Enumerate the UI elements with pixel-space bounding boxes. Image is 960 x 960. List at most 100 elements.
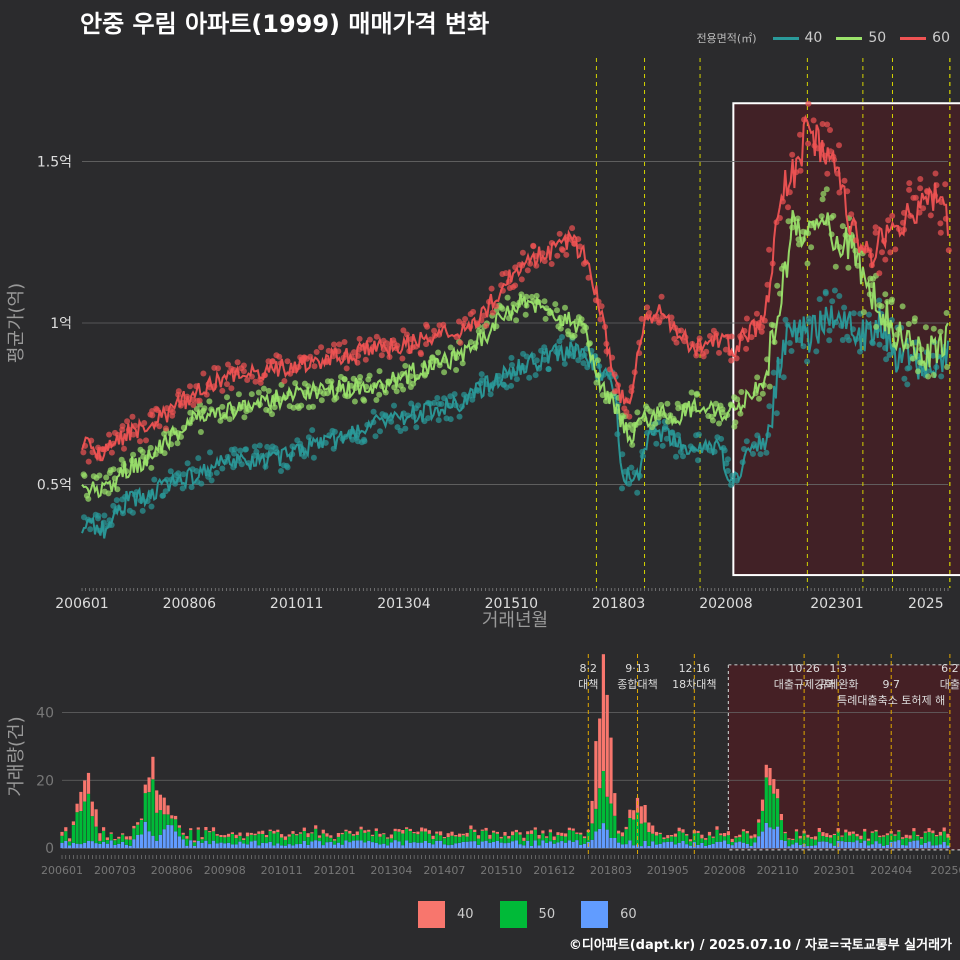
bar-60 [806,846,810,849]
bar-60 [798,845,802,849]
data-point-60 [462,316,469,322]
bar-40 [529,830,534,834]
bar-50 [529,833,534,846]
bar-40 [609,737,613,804]
bar-50 [870,832,874,845]
data-point-60 [872,229,879,236]
data-point-60 [106,431,113,438]
data-point-50 [298,402,305,409]
bar-50 [351,835,356,841]
bar-x-tick-label: 202404 [870,864,912,877]
data-point-50 [255,389,262,396]
bar-40 [848,831,852,836]
bar-50 [738,837,742,842]
bar-40 [192,840,197,843]
policy-label: 특례대출축소 토허제 해 [837,693,945,707]
bar-60 [832,845,836,849]
bar-60 [552,843,556,849]
bar-40 [696,830,700,833]
bar-50 [287,836,291,845]
bar-60 [166,824,170,849]
bar-60 [268,841,272,849]
bar-50 [545,837,549,843]
bar-x-tick-label: 200908 [204,864,246,877]
data-point-60 [489,309,496,316]
legend-label-50: 50 [868,30,887,46]
legend-item-40: 40 [772,30,822,46]
bar-50 [514,832,518,841]
data-point-60 [284,358,291,365]
bar-40 [806,834,810,838]
data-point-60 [483,322,490,329]
bar-60 [745,843,749,849]
bar-40 [283,836,287,840]
bar-60 [726,844,730,849]
data-point-40 [431,399,438,406]
data-point-40 [904,381,911,388]
bar-50 [333,840,337,845]
data-point-50 [400,386,407,393]
bar-60 [681,841,685,849]
bar-50 [124,839,128,845]
bar-40 [446,833,450,838]
bar-50 [620,836,624,845]
bar-50 [90,816,94,842]
bar-60 [567,840,571,849]
bar-50 [851,833,855,843]
data-point-40 [724,467,731,474]
bar-40 [458,833,462,837]
bar-40 [317,835,322,838]
bar-40 [885,833,889,836]
bar-40 [208,831,212,833]
bar-50 [139,820,144,835]
bar-60 [427,842,431,849]
data-point-50 [832,263,839,270]
bar-50 [942,831,946,842]
data-point-50 [562,304,568,311]
bar-40 [579,832,583,835]
data-point-60 [200,370,207,377]
data-point-50 [808,244,815,251]
data-point-60 [722,346,729,353]
data-point-50 [774,282,781,289]
data-point-60 [518,276,525,283]
data-point-50 [820,190,827,197]
bar-60 [397,841,401,849]
bar-50 [469,829,473,842]
data-point-50 [542,315,549,322]
data-point-50 [85,495,92,502]
data-point-60 [673,339,680,346]
data-point-60 [502,270,509,277]
bar-60 [677,843,681,849]
bar-50 [734,837,738,843]
data-point-40 [129,509,136,516]
policy-date: 6·2 [941,662,959,675]
bar-50 [325,836,329,843]
bar-60 [416,842,420,849]
data-point-50 [81,472,88,479]
data-point-50 [754,374,761,381]
bar-60 [844,841,848,849]
data-point-60 [149,412,156,419]
data-point-40 [770,369,777,376]
data-point-60 [383,340,390,347]
data-point-40 [626,480,633,487]
bar-50 [359,829,363,841]
bar-60 [768,827,772,849]
data-point-60 [108,449,115,456]
data-point-60 [524,267,531,274]
bar-40 [931,830,935,834]
bar-60 [700,842,704,849]
data-point-40 [513,376,520,383]
bar-60 [938,844,942,849]
bar-legend-item-60: 60 [581,901,637,928]
bar-60 [931,845,935,849]
data-point-60 [638,315,645,322]
bar-60 [541,840,545,849]
bar-50 [219,837,223,843]
bar-50 [537,838,541,846]
data-point-40 [219,465,226,472]
bar-legend-label-60: 60 [620,907,637,922]
bar-50 [208,832,212,844]
bar-legend-box-50 [499,901,527,928]
